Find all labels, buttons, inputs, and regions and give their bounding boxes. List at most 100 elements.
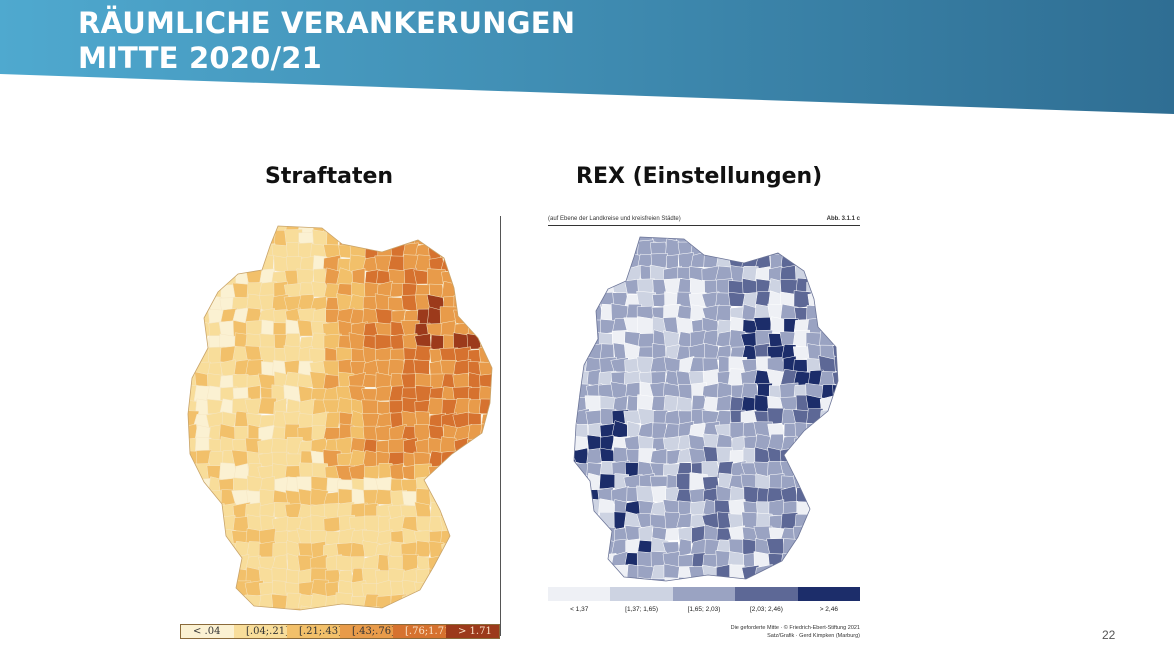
straftaten-legend: < .04 [.04;.21] [.21;.43] [.43;.76] [.76… [180, 624, 500, 639]
district-tile [729, 215, 747, 230]
district-tile [548, 449, 564, 466]
district-tile [831, 266, 838, 282]
district-tile [246, 230, 263, 247]
district-tile [574, 237, 577, 246]
district-tile [755, 576, 774, 581]
district-tile [847, 539, 860, 556]
district-tile [586, 513, 603, 531]
district-tile [453, 528, 472, 547]
district-tile [271, 593, 288, 610]
district-tile [548, 460, 563, 479]
district-tile [807, 541, 823, 555]
district-tile [819, 252, 838, 271]
district-tile [805, 487, 823, 503]
rex-legend-swatch-1 [548, 587, 611, 601]
district-tile [574, 331, 577, 349]
district-tile [467, 269, 484, 287]
district-tile [847, 292, 860, 309]
district-tile [832, 446, 838, 466]
district-tile [548, 423, 564, 440]
district-tile [782, 578, 798, 581]
district-tile [188, 607, 199, 610]
district-tile [767, 215, 785, 231]
district-tile [221, 581, 238, 597]
district-tile [208, 541, 226, 559]
district-tile [754, 215, 772, 230]
district-tile [818, 473, 838, 491]
district-tile [285, 592, 302, 610]
district-tile [207, 582, 224, 597]
district-tile [206, 244, 225, 261]
district-tile [808, 498, 823, 518]
rex-subtitle: (auf Ebene der Landkreise und kreisfreie… [548, 216, 681, 222]
district-tile [548, 215, 564, 230]
district-tile [574, 252, 576, 269]
district-tile [818, 513, 838, 530]
district-tile [743, 486, 759, 504]
district-tile [846, 578, 860, 585]
district-tile [832, 486, 838, 505]
district-tile [337, 226, 355, 235]
district-tile [807, 524, 826, 543]
district-tile [479, 436, 492, 454]
district-tile [831, 279, 838, 294]
district-tile [454, 504, 470, 521]
district-tile [194, 554, 212, 572]
district-tile [574, 433, 576, 453]
district-tile [832, 553, 838, 571]
district-tile [691, 578, 707, 581]
district-tile [792, 437, 812, 453]
district-tile [638, 577, 653, 581]
district-tile [478, 242, 492, 261]
district-tile [819, 576, 838, 581]
district-tile [599, 511, 616, 530]
district-tile [574, 253, 591, 270]
district-tile [261, 319, 275, 337]
district-tile [833, 355, 838, 374]
district-tile [705, 215, 719, 231]
district-tile [783, 565, 799, 581]
district-tile [832, 292, 838, 310]
district-tile [548, 435, 564, 453]
district-tile [845, 279, 860, 296]
district-tile [848, 385, 860, 399]
rex-legend-label-3: [1,65; 2,03) [687, 606, 721, 613]
district-tile [350, 605, 369, 610]
district-tile [467, 541, 483, 560]
district-tile [794, 239, 812, 258]
district-tile [560, 215, 577, 230]
district-tile [846, 396, 860, 414]
district-tile [441, 226, 458, 234]
district-tile [742, 215, 759, 230]
district-tile [832, 435, 838, 454]
district-tile [820, 525, 837, 543]
district-tile [467, 229, 484, 246]
district-tile [650, 215, 669, 230]
district-tile [548, 319, 565, 335]
district-tile [846, 254, 860, 268]
district-tile [848, 513, 860, 529]
slide-title: RÄUMLICHE VERANKERUNGEN MITTE 2020/21 [78, 6, 575, 76]
district-tile [831, 515, 838, 529]
district-tile [205, 515, 225, 534]
district-tile [335, 605, 355, 610]
district-tile [548, 239, 565, 255]
district-tile [602, 215, 617, 231]
district-tile [219, 244, 236, 261]
district-tile [401, 593, 420, 610]
rex-legend-label-5: > 2,46 [819, 606, 838, 613]
district-tile [833, 215, 850, 230]
district-tile [846, 227, 860, 244]
district-tile [194, 226, 211, 235]
district-tile [188, 542, 199, 559]
district-tile [465, 501, 486, 520]
district-tile [716, 215, 732, 229]
district-tile [819, 215, 838, 230]
district-tile [299, 605, 315, 610]
district-tile [818, 237, 836, 245]
district-tile [193, 515, 211, 532]
district-tile [468, 245, 485, 261]
district-tile [246, 606, 264, 610]
district-tile [188, 580, 200, 597]
district-tile [574, 538, 578, 556]
